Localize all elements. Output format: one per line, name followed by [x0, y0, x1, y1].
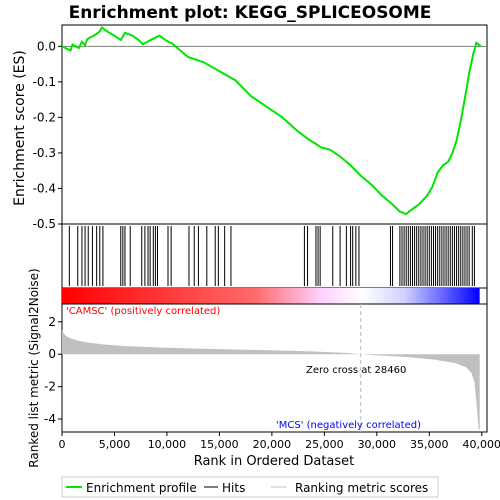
x-tick-label: 40,000 [463, 438, 500, 451]
x-tick-label: 5,000 [99, 438, 131, 451]
legend-label-hits: Hits [222, 481, 245, 495]
es-panel: 0.0 -0.1 -0.2 -0.3 -0.4 -0.5 Enrichment score… [12, 25, 487, 231]
es-ytick-label: -0.3 [33, 146, 56, 160]
metric-ytick-label: 2 [48, 315, 56, 329]
x-tick-label: 30,000 [358, 438, 397, 451]
hits-panel [62, 224, 487, 288]
metric-ytick-label: -2 [44, 380, 56, 394]
es-ytick-label: 0.0 [37, 39, 56, 53]
es-ytick-label: -0.2 [33, 110, 56, 124]
positive-label: 'CAMSC' (positively correlated) [66, 306, 220, 317]
heatmap-panel [62, 288, 487, 304]
es-ytick-label: -0.5 [33, 217, 56, 231]
zero-cross-label: Zero cross at 28460 [306, 365, 406, 376]
ranking-heatmap-bar [62, 288, 480, 304]
metric-ytick-label: -4 [44, 412, 56, 426]
x-tick-label: 15,000 [200, 438, 239, 451]
metric-ytick-label: 0 [48, 347, 56, 361]
x-tick-label: 10,000 [148, 438, 187, 451]
legend-label-enrichment: Enrichment profile [86, 481, 197, 495]
x-tick-label: 0 [59, 438, 66, 451]
es-panel-frame [62, 25, 487, 224]
x-tick-label: 20,000 [253, 438, 292, 451]
legend-label-metric: Ranking metric scores [295, 481, 428, 495]
chart-title: Enrichment plot: KEGG_SPLICEOSOME [69, 3, 432, 23]
es-ylabel: Enrichment score (ES) [12, 50, 28, 206]
x-axis-label: Rank in Ordered Dataset [194, 454, 355, 469]
legend: Enrichment profile Hits Ranking metric s… [62, 477, 438, 497]
es-ytick-label: -0.1 [33, 75, 56, 89]
negative-label: 'MCS' (negatively correlated) [276, 420, 421, 431]
metric-ylabel: Ranked list metric (Signal2Noise) [27, 268, 41, 467]
metric-panel-frame [62, 304, 487, 432]
es-ytick-label: -0.4 [33, 181, 56, 195]
x-tick-label: 35,000 [410, 438, 449, 451]
x-axis: 0 5,000 10,000 15,000 20,000 25,000 30,000 35,0… [59, 432, 500, 451]
x-tick-label: 25,000 [305, 438, 344, 451]
